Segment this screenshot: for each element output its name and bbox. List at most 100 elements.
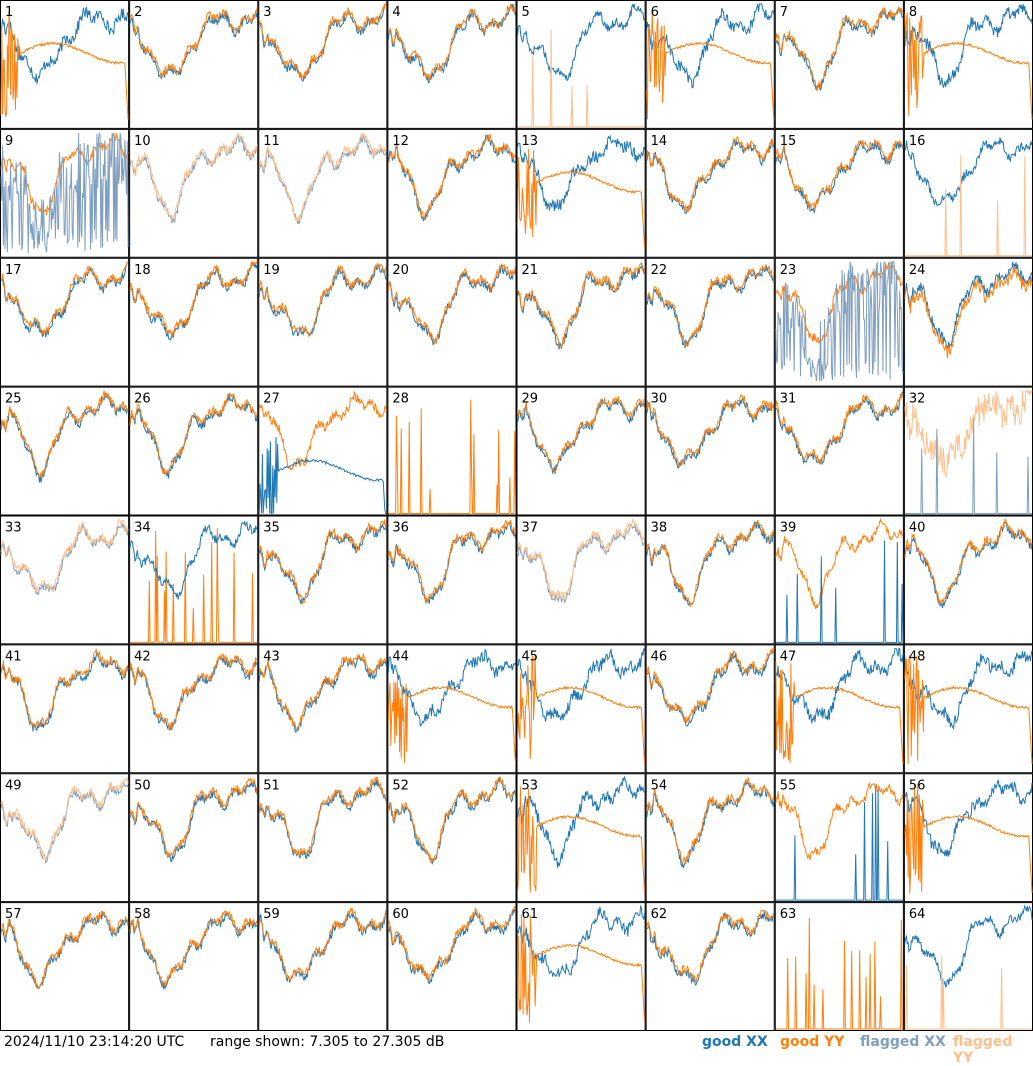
series-flagged-yy bbox=[0, 776, 129, 861]
panel-frame bbox=[516, 902, 646, 1031]
panel-7: 7 bbox=[774, 0, 904, 129]
panel-number-label: 31 bbox=[780, 392, 797, 407]
panel-frame bbox=[258, 515, 388, 645]
panel-frame bbox=[387, 257, 517, 387]
panel-frame bbox=[387, 515, 517, 645]
panel-number-label: 1 bbox=[5, 5, 13, 20]
panel-number-label: 62 bbox=[651, 907, 668, 922]
panel-frame bbox=[645, 902, 775, 1031]
panel-frame bbox=[258, 128, 388, 258]
panel-23: 23 bbox=[774, 257, 904, 387]
panel-frame bbox=[258, 902, 388, 1031]
series-good-xx bbox=[517, 904, 646, 978]
panel-frame bbox=[774, 128, 904, 258]
panel-33: 33 bbox=[0, 515, 130, 645]
panel-number-label: 29 bbox=[522, 392, 539, 407]
panel-number-label: 44 bbox=[392, 649, 409, 664]
panel-number-label: 19 bbox=[263, 263, 280, 278]
panel-52: 52 bbox=[387, 773, 517, 903]
panel-number-label: 13 bbox=[522, 134, 539, 149]
series-good-yy bbox=[646, 12, 775, 120]
series-good-xx bbox=[259, 3, 387, 82]
series-good-xx bbox=[258, 911, 387, 983]
panel-frame bbox=[387, 902, 517, 1031]
panel-42: 42 bbox=[129, 644, 259, 774]
panel-55: 55 bbox=[774, 773, 904, 903]
panel-number-label: 64 bbox=[909, 907, 926, 922]
chart-footer: 2024/11/10 23:14:20 UTC range shown: 7.3… bbox=[0, 1031, 1033, 1066]
panel-number-label: 40 bbox=[909, 521, 926, 536]
panel-20: 20 bbox=[387, 257, 517, 387]
panel-frame bbox=[645, 257, 775, 387]
series-good-yy bbox=[775, 661, 904, 764]
panel-50: 50 bbox=[129, 773, 259, 903]
panel-6: 6 bbox=[645, 0, 775, 129]
panel-16: 16 bbox=[903, 128, 1033, 258]
series-good-yy bbox=[387, 905, 516, 981]
panel-number-label: 33 bbox=[5, 521, 22, 536]
series-good-yy bbox=[129, 6, 258, 79]
range-label: range shown: 7.305 to 27.305 dB bbox=[210, 1034, 445, 1050]
series-good-yy bbox=[775, 139, 904, 210]
series-flagged-yy bbox=[517, 517, 646, 601]
series-good-xx bbox=[775, 786, 903, 901]
panel-number-label: 56 bbox=[909, 778, 926, 793]
panel-46: 46 bbox=[645, 644, 775, 774]
panel-frame bbox=[774, 386, 904, 516]
panel-frame bbox=[774, 902, 904, 1031]
series-good-yy bbox=[517, 786, 646, 894]
series-good-yy bbox=[258, 652, 387, 731]
panel-47: 47 bbox=[774, 644, 904, 774]
series-good-yy bbox=[646, 909, 775, 983]
series-good-yy bbox=[0, 261, 129, 335]
panel-31: 31 bbox=[774, 386, 904, 516]
panel-number-label: 58 bbox=[134, 907, 151, 922]
panel-64: 64 bbox=[903, 902, 1033, 1031]
panel-8: 8 bbox=[903, 0, 1033, 129]
panel-number-label: 2 bbox=[134, 5, 142, 20]
series-good-yy bbox=[129, 260, 258, 339]
series-flagged-xx bbox=[0, 131, 129, 254]
panel-10: 10 bbox=[129, 128, 259, 258]
panel-frame bbox=[387, 773, 517, 903]
panel-number-label: 55 bbox=[780, 778, 797, 793]
legend-good-yy: good YY bbox=[780, 1034, 845, 1050]
series-good-xx bbox=[129, 261, 258, 341]
panel-number-label: 63 bbox=[780, 907, 797, 922]
panel-54: 54 bbox=[645, 773, 775, 903]
series-good-yy bbox=[904, 655, 1033, 765]
panel-frame bbox=[774, 644, 904, 774]
legend-flagged-xx: flagged XX bbox=[860, 1034, 946, 1050]
panel-25: 25 bbox=[0, 386, 130, 516]
series-good-xx bbox=[904, 137, 1033, 207]
panel-39: 39 bbox=[774, 515, 904, 645]
series-good-yy bbox=[0, 10, 129, 120]
panel-number-label: 10 bbox=[134, 134, 151, 149]
panel-49: 49 bbox=[0, 773, 130, 903]
panel-5: 5 bbox=[516, 0, 646, 129]
panel-number-label: 47 bbox=[780, 649, 797, 664]
panel-frame bbox=[516, 773, 646, 903]
panel-number-label: 30 bbox=[651, 392, 668, 407]
panel-number-label: 57 bbox=[5, 907, 22, 922]
series-good-yy bbox=[646, 777, 775, 865]
panel-number-label: 20 bbox=[392, 263, 409, 278]
series-good-yy bbox=[258, 391, 387, 472]
panel-frame bbox=[387, 386, 517, 516]
series-good-xx bbox=[646, 397, 775, 469]
series-good-yy bbox=[0, 132, 129, 216]
panel-51: 51 bbox=[258, 773, 388, 903]
panel-number-label: 53 bbox=[522, 778, 539, 793]
panel-41: 41 bbox=[0, 644, 130, 774]
panel-53: 53 bbox=[516, 773, 646, 903]
panel-number-label: 17 bbox=[5, 263, 22, 278]
panel-frame bbox=[645, 0, 775, 129]
panel-number-label: 12 bbox=[392, 134, 409, 149]
panel-frame bbox=[387, 0, 517, 129]
series-good-xx bbox=[775, 8, 904, 92]
panel-frame bbox=[0, 644, 130, 774]
panel-56: 56 bbox=[903, 773, 1033, 903]
series-good-yy bbox=[775, 781, 904, 861]
series-good-xx bbox=[517, 134, 646, 211]
panel-frame bbox=[258, 257, 388, 387]
